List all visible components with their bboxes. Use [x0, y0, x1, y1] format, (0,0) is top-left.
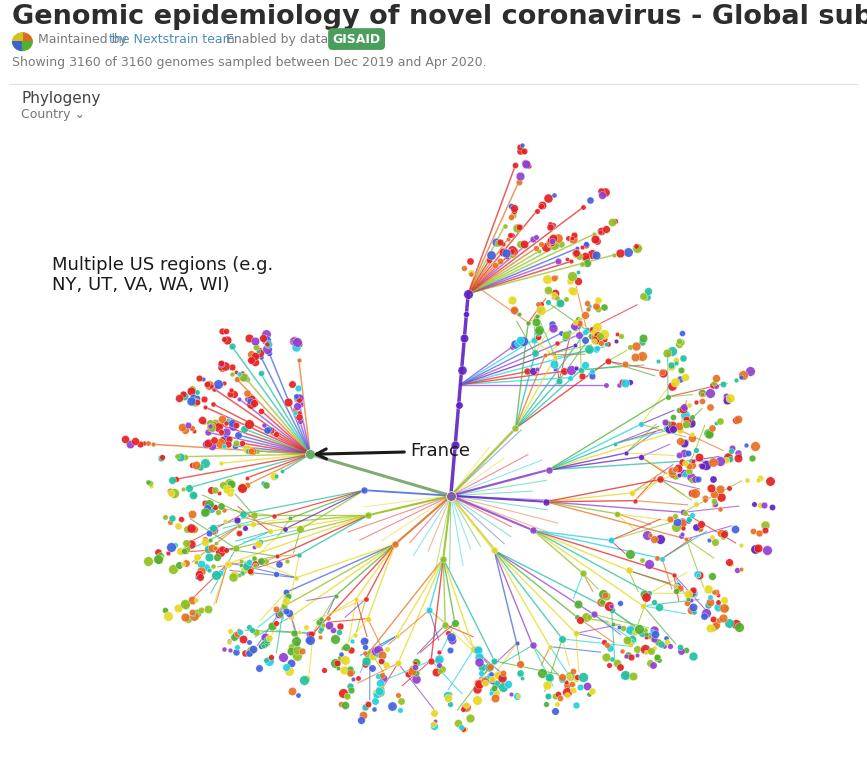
Text: Multiple US regions (e.g.
NY, UT, VA, WA, WI): Multiple US regions (e.g. NY, UT, VA, WA… [52, 256, 273, 295]
Text: Phylogeny: Phylogeny [22, 91, 101, 106]
Text: GISAID: GISAID [333, 33, 381, 46]
Wedge shape [13, 42, 23, 50]
Text: France: France [316, 442, 470, 460]
Text: . Enabled by data from: . Enabled by data from [218, 33, 362, 46]
Wedge shape [23, 33, 32, 42]
Wedge shape [13, 33, 23, 42]
Text: Maintained by: Maintained by [38, 33, 131, 46]
Text: Genomic epidemiology of novel coronavirus - Global subsampling: Genomic epidemiology of novel coronaviru… [11, 4, 867, 30]
Wedge shape [23, 42, 32, 50]
Text: the Nextstrain team: the Nextstrain team [108, 33, 234, 46]
Text: Showing 3160 of 3160 genomes sampled between Dec 2019 and Apr 2020.: Showing 3160 of 3160 genomes sampled bet… [11, 56, 486, 69]
Text: Country ⌄: Country ⌄ [22, 108, 86, 121]
